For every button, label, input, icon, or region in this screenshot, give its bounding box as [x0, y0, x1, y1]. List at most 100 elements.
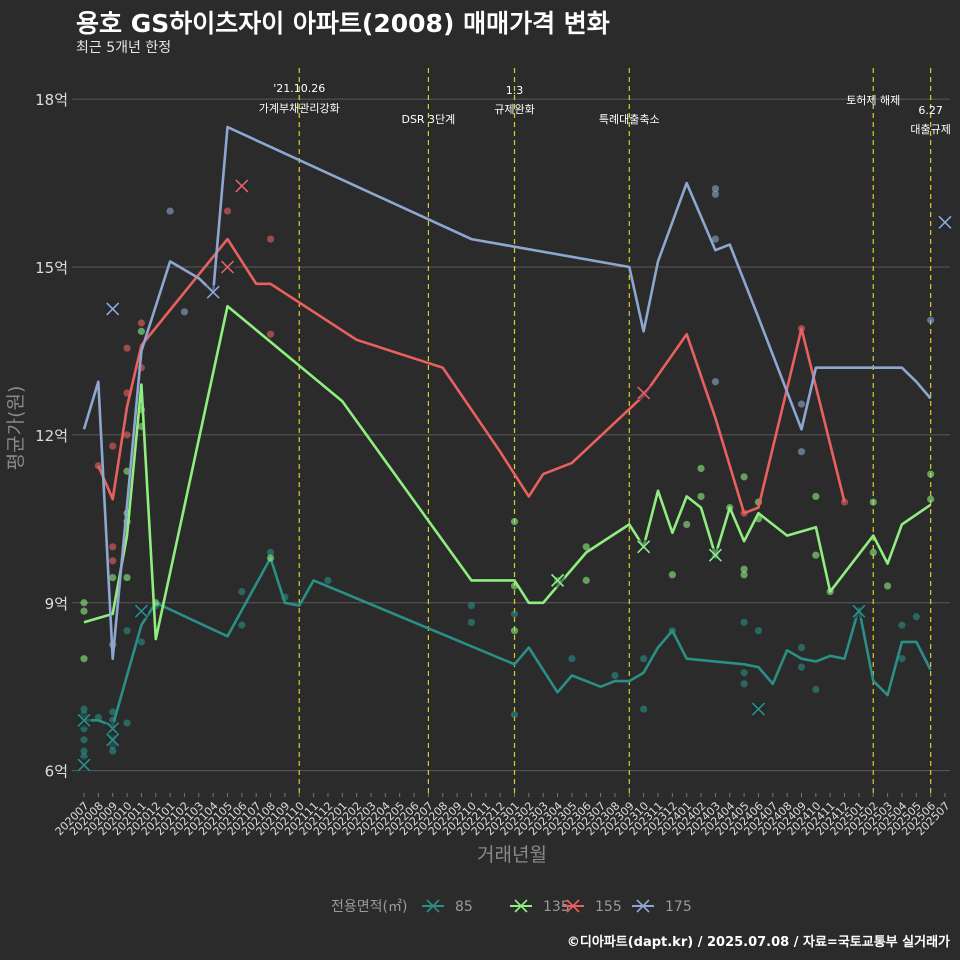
event-label: '21.10.26 — [273, 82, 325, 95]
chart-title: 용호 GS하이츠자이 아파트(2008) 매매가격 변화 — [76, 9, 610, 38]
legend-item-175: 175 — [632, 899, 692, 915]
data-point — [109, 708, 117, 716]
data-point — [266, 235, 275, 243]
data-point — [740, 565, 748, 573]
x-axis-label: 거래년월 — [477, 844, 547, 866]
data-point — [568, 655, 576, 663]
data-point — [812, 492, 820, 501]
data-point — [697, 464, 705, 473]
cross-marker — [106, 722, 120, 736]
data-point — [238, 621, 246, 629]
data-point — [640, 705, 648, 713]
data-point — [711, 235, 720, 243]
cross-marker — [220, 260, 235, 274]
data-point — [683, 520, 691, 529]
data-point — [510, 711, 519, 719]
data-point — [912, 613, 920, 621]
cross-marker — [637, 386, 651, 400]
cross-marker — [751, 702, 766, 716]
y-tick-label: 18억 — [35, 91, 68, 109]
series-175 — [82, 125, 952, 660]
data-point — [137, 638, 145, 646]
data-point — [109, 543, 117, 551]
data-point — [668, 571, 676, 579]
cross-marker — [77, 713, 91, 727]
legend-item-85: 85 — [422, 899, 473, 915]
data-point — [797, 643, 806, 652]
data-point — [109, 557, 117, 565]
series-line — [82, 125, 932, 660]
cross-marker — [938, 215, 952, 229]
data-point — [797, 400, 806, 408]
source-caption: ©디아파트(dapt.kr) / 2025.07.08 / 자료=국토교통부 실… — [566, 935, 950, 950]
data-point — [223, 207, 232, 215]
legend-item-135: 135 — [510, 899, 570, 915]
cross-marker — [708, 548, 722, 562]
cross-marker — [77, 758, 91, 772]
data-point — [510, 610, 519, 618]
data-point — [80, 607, 88, 615]
event-label: 대출규제 — [910, 123, 950, 136]
legend-cross — [636, 899, 650, 913]
data-point — [797, 663, 806, 671]
data-point — [180, 308, 189, 316]
data-point — [869, 498, 877, 506]
data-point — [266, 330, 275, 338]
data-point — [166, 207, 174, 215]
cross-marker — [106, 302, 120, 316]
event-label: 규제완화 — [494, 103, 534, 116]
legend: 전용면적(㎡) 85 135 155 175 — [331, 899, 692, 915]
data-point — [927, 316, 935, 324]
data-point — [697, 492, 705, 501]
data-point — [510, 518, 519, 526]
data-point — [640, 655, 648, 663]
y-axis-label: 평균가(원) — [5, 386, 27, 471]
data-point — [109, 747, 117, 755]
data-point — [898, 621, 906, 629]
legend-title: 전용면적(㎡) — [331, 899, 407, 915]
data-point — [740, 680, 748, 688]
data-point — [137, 319, 145, 327]
legend-item-155: 155 — [562, 899, 622, 915]
series-155 — [94, 178, 849, 565]
series-line — [84, 556, 932, 728]
data-point — [740, 473, 748, 481]
x-axis-ticks: 2020072020082020092020102020112020122021… — [53, 793, 953, 838]
data-point — [582, 576, 590, 584]
data-point — [510, 627, 519, 635]
y-axis-ticks: 6억 9억 12억 15억 18억 — [35, 91, 68, 780]
y-tick-label: 6억 — [45, 763, 68, 781]
cross-marker — [235, 179, 249, 193]
data-point — [884, 582, 892, 590]
legend-label: 85 — [455, 899, 473, 915]
data-point — [740, 669, 748, 677]
legend-label: 135 — [543, 899, 570, 915]
event-label: 1.3 — [506, 84, 524, 97]
event-label: 가계부채관리강화 — [259, 102, 340, 115]
data-point — [611, 671, 619, 680]
data-point — [711, 190, 720, 198]
series-line — [83, 304, 932, 641]
data-point — [582, 543, 590, 551]
y-tick-label: 15억 — [35, 259, 68, 277]
legend-cross — [514, 899, 528, 913]
event-label: 토허제 해제 — [846, 93, 900, 107]
data-point — [123, 431, 131, 439]
data-point — [80, 705, 88, 713]
data-point — [812, 551, 820, 559]
data-point — [797, 448, 806, 456]
series-85 — [77, 548, 932, 773]
legend-label: 175 — [665, 899, 692, 915]
grid-lines — [72, 98, 950, 772]
event-label: DSR 3단계 — [401, 113, 455, 126]
data-point — [123, 573, 131, 582]
data-point — [80, 599, 88, 607]
cross-marker — [852, 604, 866, 618]
data-point — [927, 470, 935, 478]
series-135 — [80, 304, 935, 663]
data-point — [266, 548, 275, 556]
cross-marker — [637, 540, 651, 554]
data-point — [109, 573, 117, 582]
data-point — [238, 587, 246, 596]
